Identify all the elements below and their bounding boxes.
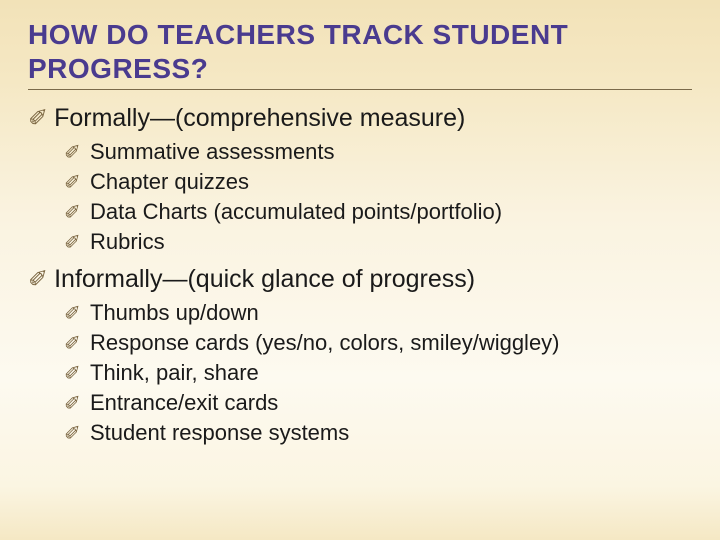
bullet-icon: ✐ — [64, 200, 84, 227]
list-item-text: Entrance/exit cards — [90, 388, 278, 418]
list-item-text: Chapter quizzes — [90, 167, 249, 197]
section-heading-text: Formally—(comprehensive measure) — [54, 104, 465, 133]
list-item: ✐ Response cards (yes/no, colors, smiley… — [64, 328, 692, 358]
section-items: ✐ Summative assessments ✐ Chapter quizze… — [64, 137, 692, 257]
bullet-icon: ✐ — [64, 230, 84, 257]
list-item-text: Response cards (yes/no, colors, smiley/w… — [90, 328, 560, 358]
section-heading-text: Informally—(quick glance of progress) — [54, 265, 475, 294]
list-item-text: Think, pair, share — [90, 358, 259, 388]
list-item-text: Student response systems — [90, 418, 349, 448]
bullet-icon: ✐ — [64, 140, 84, 167]
section-informally: ✐ Informally—(quick glance of progress) … — [28, 265, 692, 448]
bullet-icon: ✐ — [64, 391, 84, 418]
list-item-text: Thumbs up/down — [90, 298, 259, 328]
bullet-icon: ✐ — [64, 421, 84, 448]
section-heading: ✐ Formally—(comprehensive measure) — [28, 104, 692, 133]
bullet-icon: ✐ — [28, 104, 48, 133]
list-item: ✐ Data Charts (accumulated points/portfo… — [64, 197, 692, 227]
bullet-icon: ✐ — [64, 331, 84, 358]
bullet-icon: ✐ — [64, 170, 84, 197]
list-item: ✐ Student response systems — [64, 418, 692, 448]
bullet-icon: ✐ — [64, 361, 84, 388]
slide-title: HOW DO TEACHERS TRACK STUDENT PROGRESS? — [28, 18, 692, 85]
list-item: ✐ Rubrics — [64, 227, 692, 257]
list-item: ✐ Chapter quizzes — [64, 167, 692, 197]
list-item: ✐ Entrance/exit cards — [64, 388, 692, 418]
section-items: ✐ Thumbs up/down ✐ Response cards (yes/n… — [64, 298, 692, 448]
list-item: ✐ Summative assessments — [64, 137, 692, 167]
list-item-text: Summative assessments — [90, 137, 335, 167]
bullet-icon: ✐ — [28, 265, 48, 294]
bullet-icon: ✐ — [64, 301, 84, 328]
section-formally: ✐ Formally—(comprehensive measure) ✐ Sum… — [28, 104, 692, 257]
section-heading: ✐ Informally—(quick glance of progress) — [28, 265, 692, 294]
title-underline — [28, 89, 692, 90]
list-item: ✐ Thumbs up/down — [64, 298, 692, 328]
list-item-text: Data Charts (accumulated points/portfoli… — [90, 197, 502, 227]
list-item-text: Rubrics — [90, 227, 165, 257]
list-item: ✐ Think, pair, share — [64, 358, 692, 388]
